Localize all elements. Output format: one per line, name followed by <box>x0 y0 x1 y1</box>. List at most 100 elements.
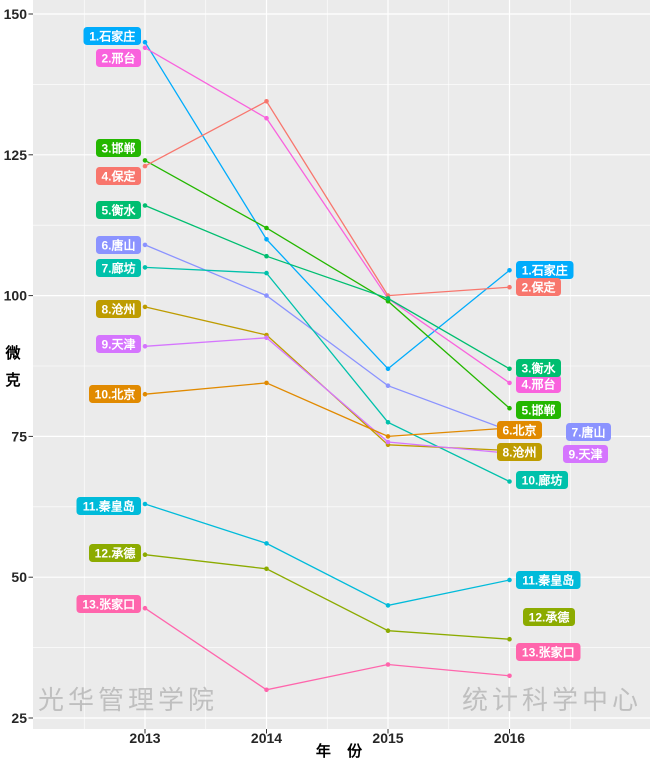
series-line-天津 <box>144 337 510 454</box>
label-text: 13.张家口 <box>82 597 135 612</box>
y-tick-label: 125 <box>4 147 28 163</box>
city-label-right-秦皇岛: 11.秦皇岛 <box>516 571 581 589</box>
label-text: 12.承德 <box>529 610 570 625</box>
label-box <box>516 359 561 377</box>
label-box <box>516 278 561 296</box>
label-text: 10.廊坊 <box>522 473 563 488</box>
watermark-left: 光华管理学院 <box>38 685 218 715</box>
label-text: 12.承德 <box>95 546 136 561</box>
city-label-left-沧州: 8.沧州 <box>96 300 141 318</box>
series-line-保定 <box>144 100 510 297</box>
y-tick-label: 100 <box>4 288 28 304</box>
city-label-right-天津: 9.天津 <box>563 445 608 463</box>
series-point-沧州 <box>142 304 148 310</box>
label-text: 11.秦皇岛 <box>83 499 135 514</box>
city-label-left-邢台: 2.邢台 <box>96 49 141 67</box>
city-label-left-唐山: 6.唐山 <box>96 236 141 254</box>
series-point-保定 <box>142 163 148 169</box>
label-text: 9.天津 <box>101 337 135 352</box>
series-line-北京 <box>144 382 510 438</box>
x-tick-label: 2013 <box>129 730 160 746</box>
city-label-left-保定: 4.保定 <box>96 167 141 185</box>
series-point-张家口 <box>264 687 269 693</box>
label-box <box>96 139 141 157</box>
label-text: 6.唐山 <box>101 238 135 253</box>
label-box <box>523 608 575 626</box>
series-point-邢台 <box>507 380 512 386</box>
label-box <box>83 27 141 45</box>
label-box <box>516 401 561 419</box>
series-point-邯郸 <box>264 225 269 231</box>
label-box <box>96 259 141 277</box>
city-label-right-邯郸: 5.邯郸 <box>516 401 561 419</box>
label-box <box>96 335 141 353</box>
label-text: 5.邯郸 <box>521 403 555 418</box>
city-label-right-邢台: 4.邢台 <box>516 375 561 393</box>
series-line-衡水 <box>144 204 510 370</box>
label-box <box>89 544 141 562</box>
series-point-天津 <box>142 344 148 349</box>
series-point-承德 <box>507 636 512 642</box>
label-box <box>96 49 141 67</box>
label-box <box>96 300 141 318</box>
label-text: 2.邢台 <box>101 51 135 66</box>
label-text: 3.邯郸 <box>101 141 135 156</box>
series-point-张家口 <box>507 673 512 679</box>
city-label-right-保定: 2.保定 <box>516 278 561 296</box>
axes: 25 50 75 100 125 150 2013 2014 2015 2016 年 份 微克 <box>4 6 526 758</box>
series-point-唐山 <box>142 242 148 248</box>
series-point-保定 <box>507 284 512 290</box>
city-label-left-承德: 12.承德 <box>89 544 141 562</box>
y-axis-title: 克 <box>5 371 20 389</box>
series-point-唐山 <box>264 293 269 298</box>
series-point-秦皇岛 <box>264 541 269 546</box>
label-text: 5.衡水 <box>101 203 136 218</box>
series-point-保定 <box>264 99 269 104</box>
series-point-秦皇岛 <box>385 603 391 608</box>
city-label-left-秦皇岛: 11.秦皇岛 <box>76 497 141 515</box>
label-text: 10.北京 <box>95 387 136 402</box>
label-box <box>76 595 141 613</box>
label-box <box>516 643 581 661</box>
series-point-承德 <box>142 552 148 557</box>
series-point-邢台 <box>142 45 148 51</box>
series-point-承德 <box>385 628 391 633</box>
series-point-石家庄 <box>385 366 391 372</box>
series-point-廊坊 <box>507 479 512 484</box>
series-point-石家庄 <box>507 268 512 273</box>
city-label-left-北京: 10.北京 <box>89 385 141 403</box>
city-label-left-廊坊: 7.廊坊 <box>96 259 141 277</box>
series-point-邯郸 <box>507 405 512 411</box>
series-point-秦皇岛 <box>507 577 512 583</box>
series-line-邢台 <box>144 47 510 384</box>
y-tick-label: 75 <box>11 428 27 444</box>
label-box <box>563 445 608 463</box>
city-label-right-廊坊: 10.廊坊 <box>516 471 568 489</box>
series-point-衡水 <box>507 366 512 372</box>
city-label-left-张家口: 13.张家口 <box>76 595 141 613</box>
label-text: 1.石家庄 <box>89 29 135 44</box>
label-text: 2.保定 <box>521 280 555 295</box>
series-point-衡水 <box>142 203 148 208</box>
label-box <box>516 571 581 589</box>
city-label-right-沧州: 8.沧州 <box>497 443 542 461</box>
series-point-衡水 <box>385 296 391 301</box>
series-point-北京 <box>142 391 148 397</box>
label-text: 7.唐山 <box>571 425 605 440</box>
city-label-left-衡水: 5.衡水 <box>96 201 141 219</box>
city-label-right-衡水: 3.衡水 <box>516 359 561 377</box>
label-box <box>96 201 141 219</box>
series-lines <box>142 39 512 693</box>
series-point-唐山 <box>385 383 391 389</box>
label-text: 8.沧州 <box>502 445 536 460</box>
series-line-张家口 <box>144 607 510 691</box>
series-point-张家口 <box>385 662 391 667</box>
label-text: 11.秦皇岛 <box>522 573 574 588</box>
series-point-邢台 <box>264 115 269 121</box>
city-label-left-天津: 9.天津 <box>96 335 141 353</box>
label-text: 3.衡水 <box>521 361 556 376</box>
series-point-承德 <box>264 566 269 572</box>
label-text: 4.邢台 <box>521 377 555 392</box>
series-point-石家庄 <box>142 39 148 45</box>
